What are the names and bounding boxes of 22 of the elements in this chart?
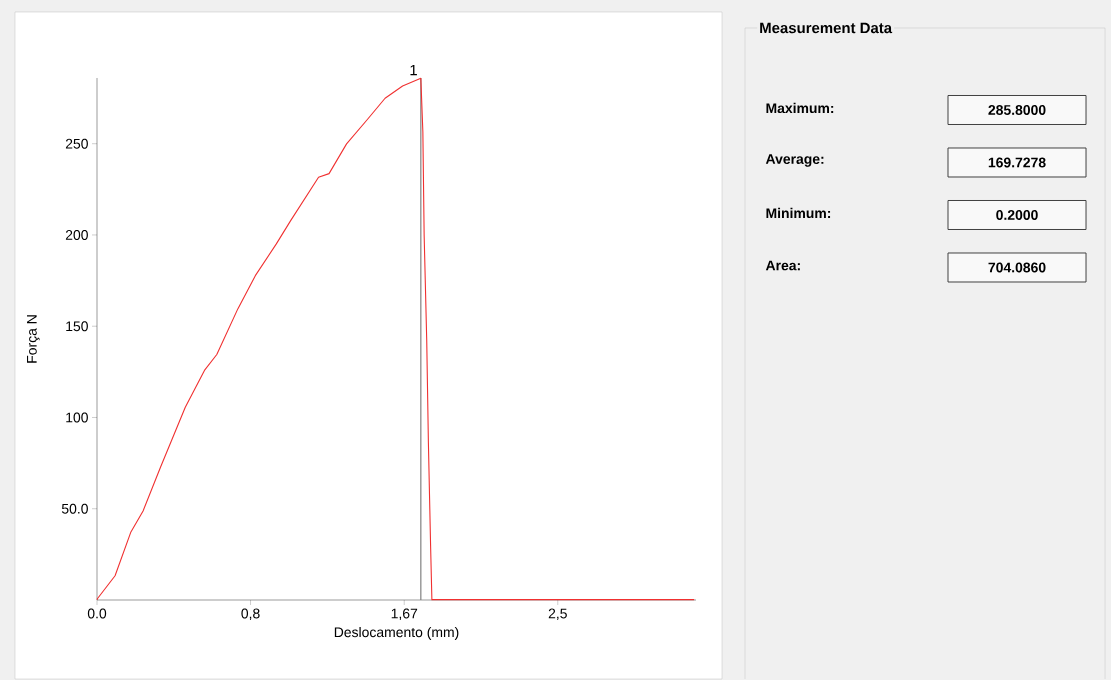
text: 285.8000 [988,105,1046,115]
text: 0.2000 [996,210,1038,220]
annotation: 1 [410,64,417,76]
x-axis-title: Deslocamento (mm) [334,626,459,640]
text: Measurement Data [760,22,893,34]
x-tick-label: 2,5 [548,608,567,621]
y-axis-title: Força N [27,315,40,363]
x-tick-label: 0,8 [241,608,260,621]
text: Minimum: [766,207,831,219]
y-tick-label: 100 [66,412,88,423]
text: Average: [765,154,824,167]
text: Area: [765,260,800,271]
text: 704.0860 [988,262,1046,273]
y-tick-label: 250 [65,138,88,149]
line-series [96,77,695,601]
y-tick-label: 150 [66,321,88,332]
y-tick-label: 200 [65,230,88,240]
x-tick-label: 1,67 [391,608,418,621]
text: Maximum: [766,102,834,114]
text: 169.7278 [988,157,1046,168]
x-tick-label: 0.0 [87,608,107,619]
y-tick-label: 50.0 [61,503,88,514]
